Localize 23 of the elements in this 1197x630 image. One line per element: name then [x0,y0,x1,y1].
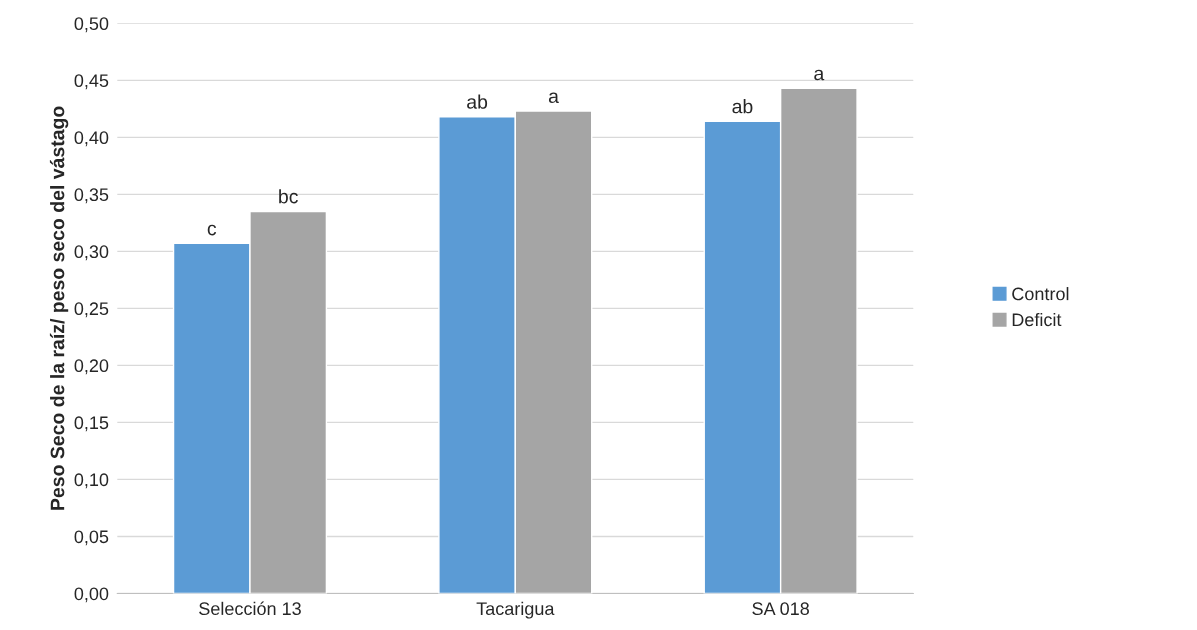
y-tick-label: 0,30 [74,245,109,261]
y-tick-label: 0,35 [74,188,109,204]
annotation: c [207,224,217,236]
y-tick-label: 0,15 [74,416,109,432]
legend-label: Control [1012,287,1069,301]
y-tick-label: 0,45 [74,74,109,90]
y-tick-label: 0,00 [74,587,109,603]
x-tick-label: SA 018 [752,602,809,616]
annotation: a [814,69,825,81]
y-tick-label: 0,25 [74,302,109,318]
annotation: a [548,92,559,104]
y-tick-label: 0,05 [74,530,109,546]
annotation: ab [732,99,753,114]
y-tick-label: 0,20 [74,359,109,375]
annotation: bc [279,189,298,204]
legend-label: Deficit [1012,312,1062,327]
x-tick-label: Tacarigua [476,601,555,619]
annotation: ab [467,94,488,109]
y-axis-title: Peso Seco de la raíz/ peso seco del vástago [49,106,69,510]
y-tick-label: 0,10 [74,473,109,489]
y-tick-label: 0,40 [74,131,109,147]
y-tick-label: 0,50 [74,17,109,33]
x-tick-label: Selección 13 [199,601,301,616]
